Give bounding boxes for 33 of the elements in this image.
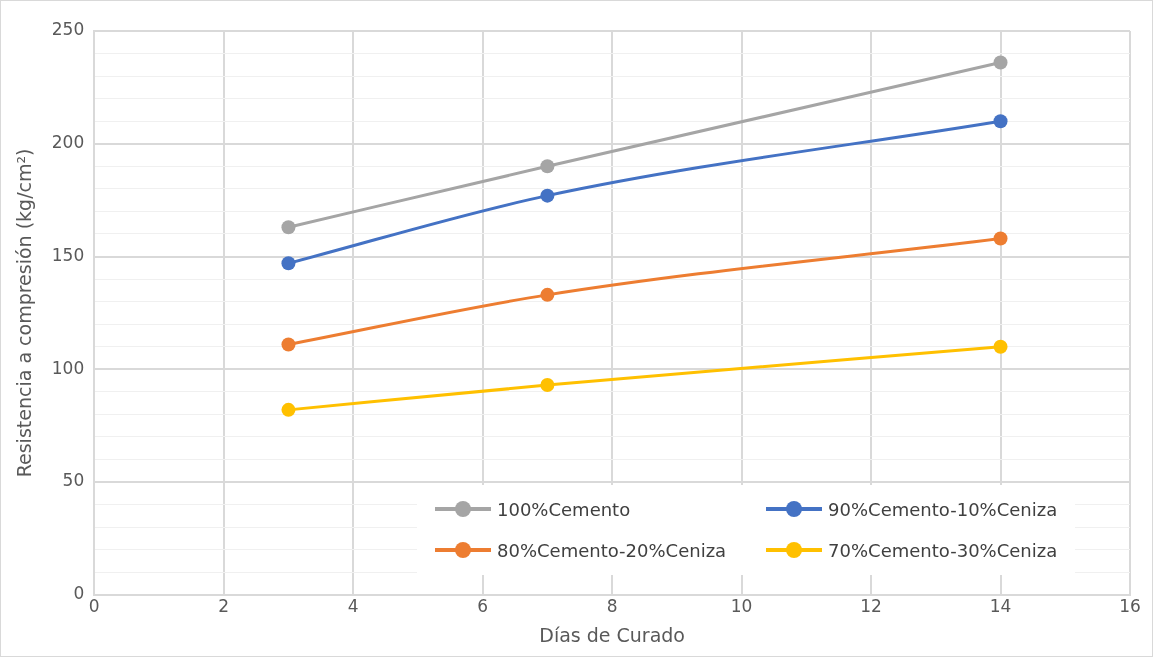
point bbox=[540, 378, 555, 393]
point bbox=[281, 256, 296, 271]
x-tick-label: 2 bbox=[218, 596, 230, 617]
legend-label: 100%Cemento bbox=[497, 498, 631, 520]
y-tick-label: 50 bbox=[62, 470, 85, 491]
point bbox=[281, 220, 296, 235]
point bbox=[281, 402, 296, 417]
y-tick-label: 150 bbox=[51, 244, 85, 265]
y-tick-label: 200 bbox=[51, 132, 85, 153]
point bbox=[993, 231, 1008, 246]
y-tick-label: 100 bbox=[51, 357, 85, 378]
point bbox=[540, 287, 555, 302]
point bbox=[993, 55, 1008, 70]
y-tick-label: 250 bbox=[51, 19, 85, 40]
point bbox=[540, 188, 555, 203]
legend-label: 70%Cemento-30%Ceniza bbox=[828, 539, 1058, 561]
x-tick-label: 8 bbox=[606, 596, 618, 617]
x-tick-label: 4 bbox=[347, 596, 359, 617]
y-tick-label: 0 bbox=[73, 583, 85, 604]
x-tick-label: 14 bbox=[989, 596, 1012, 617]
x-tick-label: 12 bbox=[860, 596, 882, 617]
legend-label: 90%Cemento-10%Ceniza bbox=[828, 498, 1058, 520]
x-tick-label: 10 bbox=[730, 596, 753, 617]
x-tick-label: 16 bbox=[1119, 596, 1141, 617]
x-tick-label: 0 bbox=[88, 596, 100, 617]
point bbox=[993, 339, 1008, 354]
x-tick-label: 6 bbox=[477, 596, 489, 617]
point bbox=[540, 159, 555, 174]
point bbox=[993, 114, 1008, 129]
x-axis-title: Días de Curado bbox=[539, 623, 685, 646]
legend-label: 80%Cemento-20%Ceniza bbox=[497, 539, 727, 561]
y-axis-title: Resistencia a compresión (kg/cm²) bbox=[13, 148, 36, 478]
point bbox=[281, 337, 296, 352]
